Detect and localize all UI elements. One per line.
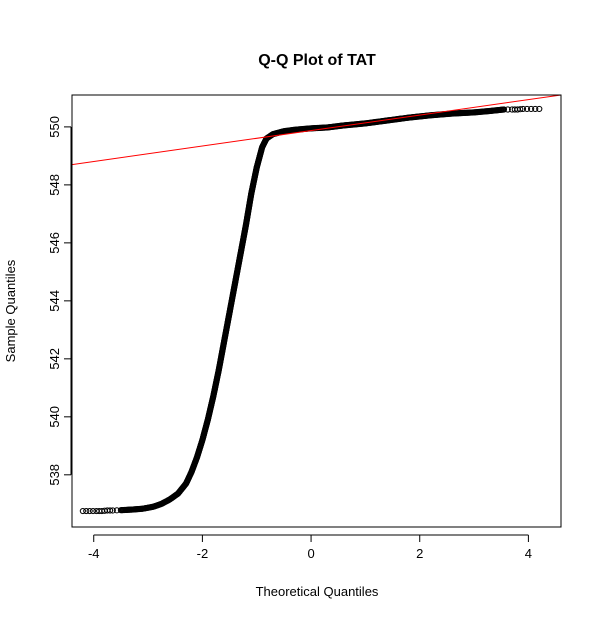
chart-title: Q-Q Plot of TAT bbox=[258, 52, 376, 69]
y-tick-label: 548 bbox=[47, 174, 62, 196]
y-axis: 538 540 542 544 546 548 550 bbox=[47, 116, 71, 486]
y-tick-label: 544 bbox=[47, 290, 62, 312]
x-axis: -4 -2 0 2 4 bbox=[88, 535, 532, 561]
y-axis-title: Sample Quantiles bbox=[3, 259, 18, 362]
y-tick-label: 540 bbox=[47, 406, 62, 428]
reference-line bbox=[72, 95, 561, 165]
y-tick-label: 538 bbox=[47, 464, 62, 486]
x-tick-label: -2 bbox=[197, 546, 209, 561]
reference-line-layer bbox=[72, 95, 561, 165]
y-tick-label: 542 bbox=[47, 348, 62, 370]
x-tick-label: -4 bbox=[88, 546, 100, 561]
x-tick-label: 4 bbox=[525, 546, 532, 561]
x-axis-title: Theoretical Quantiles bbox=[256, 584, 379, 599]
plot-frame bbox=[72, 95, 561, 527]
x-tick-label: 2 bbox=[416, 546, 423, 561]
y-tick-label: 550 bbox=[47, 116, 62, 138]
y-tick-label: 546 bbox=[47, 232, 62, 254]
x-tick-label: 0 bbox=[307, 546, 314, 561]
points-layer bbox=[80, 106, 542, 513]
